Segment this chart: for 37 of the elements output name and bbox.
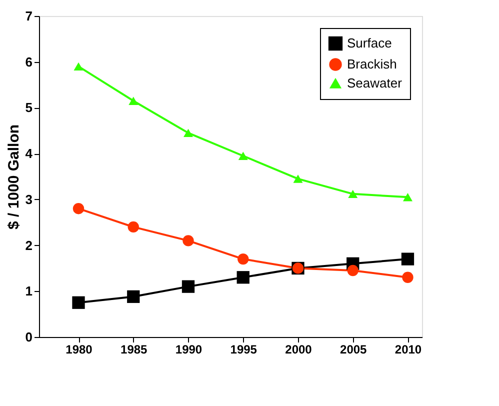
legend-label: Brackish — [347, 56, 397, 72]
point — [347, 264, 358, 276]
y-axis-title: $ / 1000 Gallon — [5, 124, 22, 230]
y-tick-label: 0 — [25, 330, 32, 344]
legend-label: Surface — [347, 36, 392, 50]
point — [128, 96, 138, 105]
point — [238, 253, 249, 265]
x-tick-label: 1990 — [175, 342, 202, 356]
point — [238, 152, 248, 160]
x-tick-label: 2005 — [340, 342, 368, 356]
point — [402, 272, 414, 283]
point — [74, 62, 84, 71]
y-tick-label: 5 — [25, 100, 32, 116]
point — [402, 193, 412, 202]
point — [401, 252, 414, 266]
y-tick-label: 2 — [25, 238, 32, 253]
point — [72, 296, 85, 309]
y-tick-label: 1 — [25, 284, 32, 299]
x-tick-label: 2000 — [285, 342, 312, 356]
x-tick-label: 1985 — [120, 342, 148, 356]
point — [184, 128, 193, 138]
x-tick-label: 2010 — [394, 342, 422, 356]
x-tick-label: 1995 — [230, 342, 258, 356]
point — [348, 190, 358, 198]
point — [182, 280, 195, 293]
point — [182, 235, 194, 246]
point — [128, 221, 139, 233]
legend-label: Seawater — [347, 76, 403, 90]
x-tick-label: 1980 — [66, 342, 93, 356]
y-tick-label: 4 — [25, 146, 34, 162]
point — [72, 203, 84, 214]
y-tick-label: 7 — [25, 8, 32, 24]
point — [293, 174, 303, 183]
point — [127, 290, 140, 303]
point — [236, 271, 250, 284]
y-tick-label: 3 — [25, 192, 32, 207]
y-tick-label: 6 — [25, 54, 32, 70]
